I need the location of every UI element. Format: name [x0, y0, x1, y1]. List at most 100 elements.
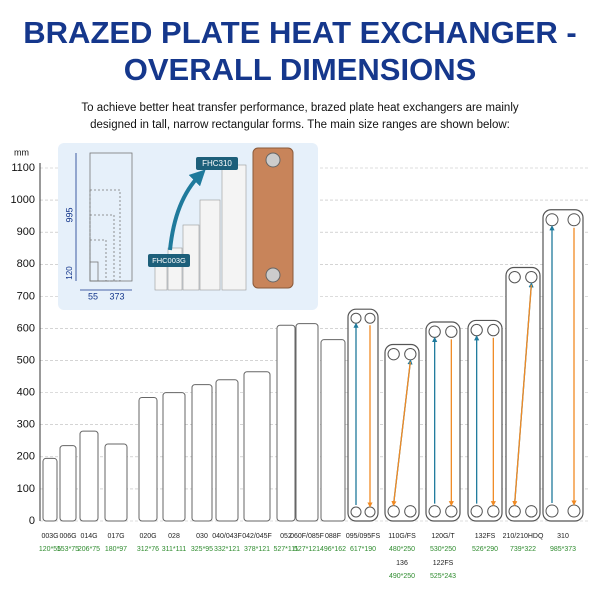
port [508, 270, 521, 284]
dimension-label: 496*162 [320, 546, 346, 553]
x-tick-label: 003G [41, 533, 58, 540]
dim-label: 373 [109, 291, 124, 301]
port [525, 505, 538, 518]
x-tick-label: 040/043F [212, 533, 242, 540]
dimension-label: 325*95 [191, 546, 213, 553]
dimension-label: 332*121 [214, 546, 240, 553]
x-tick-label: 014G [80, 533, 97, 540]
port [545, 504, 559, 518]
y-tick-label: 300 [17, 419, 35, 431]
bar [104, 443, 128, 522]
dimension-label: 617*190 [350, 546, 376, 553]
bar [215, 379, 239, 522]
bar [320, 339, 346, 522]
dimension-label: 739*322 [510, 546, 536, 553]
port [567, 504, 581, 518]
dim-label: 995 [64, 207, 74, 222]
port [487, 505, 500, 518]
port [350, 506, 362, 518]
x-tick-label: 110G/FS [388, 533, 416, 540]
port [428, 505, 441, 518]
port [525, 270, 538, 284]
chart-title: OVERALL DIMENSIONS [124, 52, 477, 87]
dimension-label: 312*76 [137, 546, 159, 553]
plate [542, 209, 584, 522]
bar [276, 324, 296, 522]
dim-label: 55 [88, 291, 98, 301]
x-tick-label: 132FS [475, 533, 496, 540]
extra-dimension: 490*250 [389, 573, 415, 580]
x-tick-label: 210/210HDQ [503, 533, 544, 540]
x-tick-label: 095/095FS [346, 533, 381, 540]
dimension-label: 530*250 [430, 546, 456, 553]
x-tick-label: 020G [139, 533, 156, 540]
extra-category: 122FS [433, 560, 454, 567]
inset-units [154, 164, 247, 291]
port [350, 312, 362, 324]
port [545, 213, 559, 227]
bar [162, 392, 186, 522]
model-tag [196, 157, 238, 170]
dimension-label: 480*250 [389, 546, 415, 553]
subtitle: To achieve better heat transfer performa… [81, 102, 518, 114]
plate [467, 319, 503, 522]
port [364, 506, 376, 518]
y-tick-label: 800 [17, 258, 35, 270]
port [387, 348, 400, 361]
flow-arrow [512, 284, 532, 507]
x-tick-label: 088F [325, 533, 341, 540]
port [470, 323, 483, 337]
model-tag [148, 254, 190, 267]
dimension-label: 180*97 [105, 546, 127, 553]
port [445, 505, 458, 518]
inset-arrow [168, 169, 206, 251]
y-tick-label: 200 [17, 451, 35, 463]
dimension-label: 527*121 [294, 546, 320, 553]
extra-category: 136 [396, 560, 408, 567]
y-tick-label: 1100 [11, 162, 35, 174]
port [387, 505, 400, 518]
x-tick-label: 030 [196, 533, 208, 540]
dimension-label: 378*121 [244, 546, 270, 553]
x-tick-label: 060F/085F [290, 533, 324, 540]
x-tick-label: 310 [557, 533, 569, 540]
bar [191, 384, 213, 522]
port [508, 505, 521, 518]
bar [243, 371, 271, 522]
port [487, 323, 500, 337]
flow-arrow [391, 361, 411, 507]
x-tick-label: 028 [168, 533, 180, 540]
bar [138, 396, 158, 522]
y-tick-label: 700 [17, 290, 35, 302]
bar [295, 323, 319, 522]
y-tick-label: 0 [29, 515, 35, 527]
y-tick-label: 1000 [11, 194, 35, 206]
x-tick-label: 120G/T [431, 533, 455, 540]
port [404, 348, 417, 361]
model-label: FHC003G [152, 256, 186, 265]
dimension-label: 526*290 [472, 546, 498, 553]
bar [59, 445, 77, 522]
inset: 995 120 55 373 FHC310 FHC003G [58, 143, 318, 310]
inset-outlines [89, 152, 133, 282]
chart-title: BRAZED PLATE HEAT EXCHANGER - [23, 15, 576, 50]
x-tick-label: 052 [280, 533, 292, 540]
model-label: FHC310 [202, 159, 232, 168]
port [428, 325, 441, 338]
plate [347, 308, 379, 522]
port [364, 312, 376, 324]
dimension-label: 120*55 [39, 546, 61, 553]
y-tick-label: 400 [17, 387, 35, 399]
port [404, 505, 417, 518]
bar [42, 457, 58, 522]
x-tick-label: 017G [107, 533, 124, 540]
y-tick-label: 900 [17, 226, 35, 238]
extra-dimension: 525*243 [430, 573, 456, 580]
port [470, 505, 483, 518]
bar [79, 430, 99, 522]
port [445, 325, 458, 338]
plot: 0 100 200 300 400 500 600 700 800 900 1000 1100 003G… [11, 162, 590, 580]
y-tick-label: 100 [17, 483, 35, 495]
y-tick-label: 500 [17, 354, 35, 366]
dimension-label: 206*75 [78, 546, 100, 553]
